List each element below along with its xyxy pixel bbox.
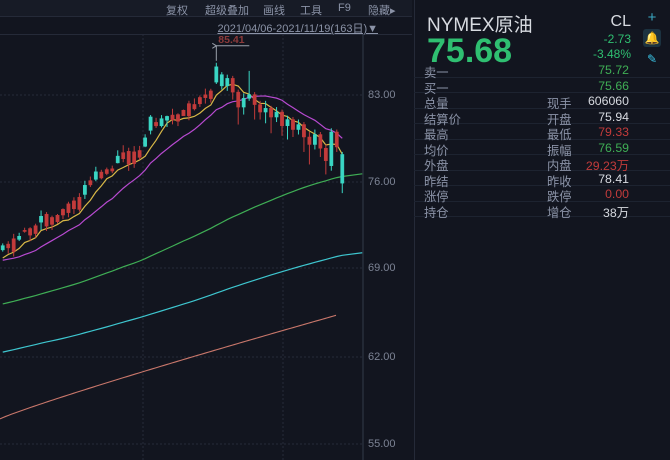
svg-text:85.41: 85.41 [218, 34, 244, 46]
